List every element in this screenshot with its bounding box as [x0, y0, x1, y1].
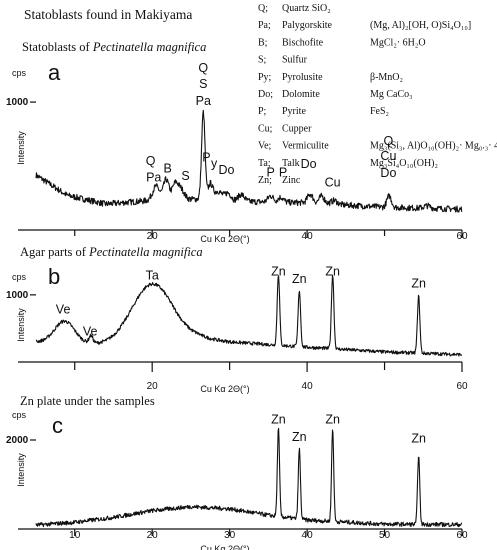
- legend-name: Quartz SiO₂: [282, 3, 331, 14]
- peak-label: S: [199, 77, 207, 91]
- x-axis-label: Cu Kα 2Θ(°): [200, 234, 249, 244]
- legend-name: Sulfur: [282, 55, 308, 66]
- legend-code: Pa;: [258, 20, 271, 31]
- panel-c-letter: c: [52, 413, 63, 438]
- x-tick-label: 60: [456, 231, 468, 242]
- legend-code: B;: [258, 37, 268, 48]
- y-tick-label: 1000: [6, 97, 29, 108]
- legend-code: Zn;: [258, 175, 272, 186]
- panel-a-title: Statoblasts of Pectinatella magnifica: [22, 40, 206, 54]
- x-tick-label: 20: [147, 231, 159, 242]
- legend-formula: Mg₃(Si₃, Al)O₁₀(OH)₂· Mg₀.₃· 4H₂O: [370, 141, 497, 152]
- peak-label: Zn: [271, 412, 286, 426]
- x-tick-label: 20: [147, 381, 159, 392]
- peak-label: Zn: [271, 264, 286, 278]
- legend-formula: FeS₂: [370, 106, 389, 117]
- x-tick-label: 20: [147, 530, 159, 541]
- panel-b: Agar parts of Pectinatella magnifica b 2…: [6, 245, 468, 394]
- x-tick-label: 50: [379, 530, 391, 541]
- panel-b-title: Agar parts of Pectinatella magnifica: [20, 245, 203, 259]
- legend-name: Pyrite: [282, 106, 306, 117]
- peak-label: y: [211, 157, 218, 171]
- x-tick-label: 40: [302, 231, 314, 242]
- legend-code: Q;: [258, 3, 268, 14]
- mineral-legend: Q; Quartz SiO₂ Pa; Palygorskite (Mg, Al)₂[OH…: [258, 3, 497, 186]
- peak-label: Cu: [380, 149, 396, 163]
- figure-title: Statoblasts found in Makiyama: [24, 7, 192, 22]
- peak-label: Pa: [196, 94, 211, 108]
- legend-name: Pyrolusite: [282, 72, 323, 83]
- peak-label: Q: [146, 154, 156, 168]
- peak-label: Zn: [411, 431, 426, 445]
- legend-name: Palygorskite: [282, 20, 333, 31]
- panel-b-letter: b: [48, 264, 60, 289]
- y-tick-label: 2000: [6, 435, 29, 446]
- peak-label: Do: [301, 157, 317, 171]
- peak-label: S: [181, 169, 189, 183]
- legend-name: Zinc: [282, 175, 301, 186]
- peak-label: P: [202, 150, 210, 164]
- legend-formula: MgCl₂· 6H₂O: [370, 37, 426, 48]
- x-tick-label: 30: [224, 530, 236, 541]
- peak-label: Zn: [292, 272, 307, 286]
- peak-label: Do: [380, 166, 396, 180]
- peak-label: Q: [384, 134, 394, 148]
- peak-label: Ve: [83, 324, 98, 338]
- x-axis-label: Cu Kα 2Θ(°): [200, 544, 249, 550]
- peak-label: Pa: [146, 170, 161, 184]
- x-tick-label: 40: [302, 381, 314, 392]
- peak-label: Q: [198, 61, 208, 75]
- legend-code: S;: [258, 55, 267, 66]
- panel-c-title: Zn plate under the samples: [20, 394, 155, 408]
- peak-label: Zn: [411, 276, 426, 290]
- peak-label: Do: [219, 163, 235, 177]
- peak-label: P: [279, 165, 287, 179]
- legend-code: P;: [258, 106, 267, 117]
- x-axis-label: Cu Kα 2Θ(°): [200, 384, 249, 394]
- y-tick-label: 1000: [6, 290, 29, 301]
- legend-formula: Mg CaCo₃: [370, 89, 413, 100]
- diffraction-trace: [35, 109, 463, 213]
- legend-code: Cu;: [258, 123, 273, 134]
- y-axis-label: Intensity: [16, 308, 26, 342]
- diffraction-trace: [35, 274, 463, 357]
- legend-name: Cupper: [282, 123, 312, 134]
- x-tick-label: 40: [302, 530, 314, 541]
- legend-name: Vermiculite: [282, 141, 329, 152]
- legend-formula: (Mg, Al)₂[OH, O)Si₄O₁₀]: [370, 20, 471, 31]
- peak-label: Zn: [325, 264, 340, 278]
- legend-code: Ve;: [258, 141, 272, 152]
- peak-label: B: [164, 162, 172, 176]
- legend-formula: β-MnO₂: [370, 72, 403, 83]
- legend-name: Talk: [282, 158, 300, 169]
- panel-a: Statoblasts of Pectinatella magnifica a …: [6, 40, 468, 244]
- x-tick-label: 60: [456, 381, 468, 392]
- panel-c: Zn plate under the samples c 10 20 30 40 50 6…: [6, 394, 468, 550]
- x-tick-label: 60: [456, 530, 468, 541]
- legend-name: Dolomite: [282, 89, 320, 100]
- legend-code: Ta;: [258, 158, 271, 169]
- cps-label: cps: [12, 410, 27, 420]
- legend-formula: Mg₃Si₄O₁₀(OH)₂: [370, 158, 438, 169]
- y-axis-label: Intensity: [16, 453, 26, 487]
- peak-label: Ta: [146, 268, 159, 282]
- panel-a-letter: a: [48, 60, 61, 85]
- peak-label: Zn: [325, 412, 340, 426]
- x-tick-label: 10: [69, 530, 81, 541]
- legend-code: Do;: [258, 89, 273, 100]
- cps-label: cps: [12, 68, 27, 78]
- y-axis-label: Intensity: [16, 131, 26, 165]
- diffraction-trace: [35, 427, 463, 528]
- legend-code: Py;: [258, 72, 272, 83]
- peak-label: Cu: [325, 175, 341, 189]
- peak-label: Ve: [56, 302, 71, 316]
- cps-label: cps: [12, 272, 27, 282]
- legend-name: Bischofite: [282, 37, 324, 48]
- peak-label: Zn: [292, 430, 307, 444]
- peak-label: P: [267, 165, 275, 179]
